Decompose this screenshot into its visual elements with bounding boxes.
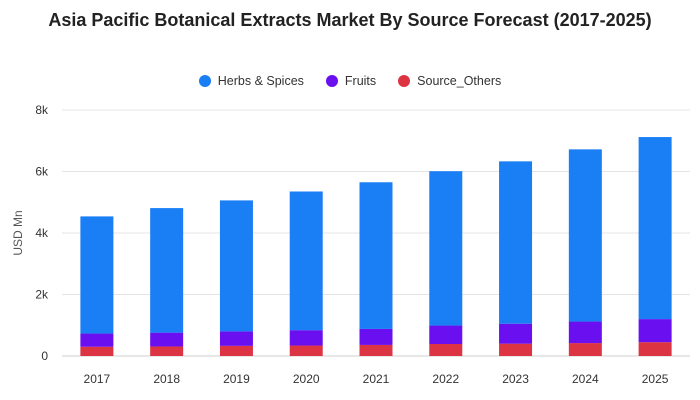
bar-herbs-spices-2019: [219, 200, 253, 332]
bar-herbs-spices-2017: [80, 216, 114, 334]
y-tick-label: 2k: [35, 288, 49, 302]
bar-source-others-2018: [150, 346, 184, 356]
legend-swatch-fruits: [325, 75, 338, 87]
x-tick-label: 2021: [363, 372, 390, 386]
y-tick-label: 6k: [35, 165, 49, 179]
bar-fruits-2022: [429, 325, 463, 345]
bar-source-others-2021: [359, 344, 393, 356]
y-axis-title: USD Mn: [11, 210, 25, 255]
legend-item-fruits[interactable]: Fruits: [325, 74, 377, 88]
bar-fruits-2020: [289, 330, 323, 346]
legend-label-source-others: Source_Others: [417, 74, 502, 88]
bar-source-others-2019: [219, 345, 253, 356]
bar-source-others-2023: [499, 343, 533, 356]
x-tick-label: 2022: [432, 372, 459, 386]
bar-herbs-spices-2021: [359, 182, 393, 329]
x-tick-label: 2025: [642, 372, 669, 386]
x-tick-label: 2023: [502, 372, 529, 386]
bar-fruits-2017: [80, 333, 114, 347]
y-tick-label: 0: [41, 349, 48, 363]
legend-swatch-herbs-spices: [198, 75, 211, 87]
bar-herbs-spices-2023: [499, 161, 533, 324]
legend-item-source-others[interactable]: Source_Others: [398, 74, 501, 88]
legend: Herbs & Spices Fruits Source_Others: [0, 74, 700, 88]
x-tick-label: 2018: [153, 372, 180, 386]
legend-label-herbs-spices: Herbs & Spices: [217, 74, 304, 88]
legend-label-fruits: Fruits: [344, 74, 377, 88]
chart-title: Asia Pacific Botanical Extracts Market B…: [48, 10, 652, 30]
legend-swatch-source-others: [398, 75, 411, 87]
x-tick-label: 2024: [572, 372, 599, 386]
x-tick-label: 2017: [84, 372, 111, 386]
bar-source-others-2025: [638, 342, 672, 356]
bar-herbs-spices-2022: [429, 171, 463, 326]
bar-fruits-2018: [150, 332, 184, 347]
y-tick-label: 4k: [35, 226, 49, 240]
bar-herbs-spices-2018: [150, 208, 184, 333]
bar-fruits-2019: [219, 331, 253, 346]
x-tick-label: 2019: [223, 372, 250, 386]
bar-source-others-2017: [80, 346, 114, 356]
bar-herbs-spices-2024: [568, 149, 602, 322]
legend-item-herbs-spices[interactable]: Herbs & Spices: [198, 74, 304, 88]
bar-fruits-2024: [568, 321, 602, 344]
bar-herbs-spices-2020: [289, 191, 323, 331]
y-tick-label: 8k: [35, 103, 49, 117]
bar-source-others-2020: [289, 345, 323, 356]
bar-fruits-2023: [499, 323, 533, 344]
bar-fruits-2025: [638, 319, 672, 343]
bar-herbs-spices-2025: [638, 137, 672, 320]
bar-fruits-2021: [359, 328, 393, 345]
bar-source-others-2022: [429, 344, 463, 356]
bar-source-others-2024: [568, 343, 602, 356]
x-tick-label: 2020: [293, 372, 320, 386]
